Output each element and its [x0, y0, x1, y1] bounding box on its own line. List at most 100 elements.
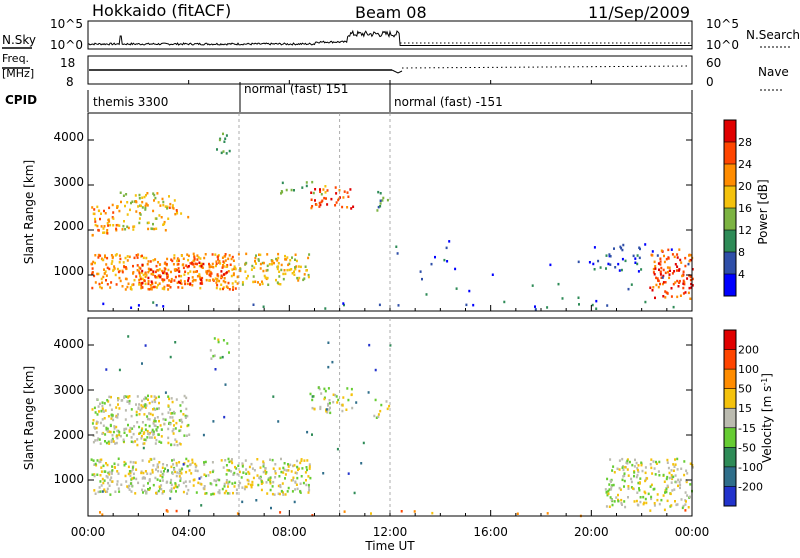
heatmap-cell [129, 474, 132, 478]
heatmap-cell [111, 469, 114, 472]
heatmap-cell [205, 474, 207, 478]
heatmap-cell [687, 291, 690, 295]
heatmap-cell [322, 472, 325, 475]
heatmap-cell [236, 275, 239, 278]
heatmap-cell [200, 262, 203, 266]
heatmap-cell [104, 440, 106, 443]
heatmap-cell [620, 268, 623, 272]
heatmap-cell [148, 269, 151, 272]
heatmap-cell [100, 286, 103, 290]
heatmap-cell [638, 487, 640, 490]
heatmap-cell [103, 402, 106, 405]
heatmap-cell [314, 199, 316, 202]
heatmap-cell [267, 283, 270, 286]
heatmap-cell [176, 471, 179, 474]
heatmap-cell [240, 476, 243, 479]
heatmap-cell [173, 268, 176, 271]
heatmap-cell [301, 467, 304, 470]
heatmap-cell [632, 487, 634, 490]
heatmap-cell [154, 408, 157, 411]
heatmap-cell [191, 461, 194, 464]
heatmap-cell [156, 426, 159, 429]
heatmap-cell [651, 254, 654, 257]
heatmap-cell [135, 210, 138, 213]
heatmap-cell [106, 490, 109, 493]
heatmap-cell [374, 398, 377, 402]
heatmap-cell [289, 259, 292, 262]
heatmap-cell [138, 270, 141, 273]
heatmap-cell [110, 254, 113, 257]
heatmap-cell [160, 487, 163, 491]
heatmap-cell [134, 194, 137, 197]
heatmap-cell [677, 285, 680, 288]
heatmap-cell [99, 480, 102, 483]
heatmap-cell [96, 413, 99, 416]
heatmap-cell [93, 474, 96, 478]
velocity-ylabel: Slant Range [km] [22, 366, 36, 470]
heatmap-cell [126, 255, 129, 258]
heatmap-cell [280, 268, 283, 272]
heatmap-cell [661, 282, 664, 286]
heatmap-cell [143, 438, 146, 441]
heatmap-cell [280, 192, 282, 195]
heatmap-cell [91, 271, 94, 274]
heatmap-cell [115, 435, 118, 438]
heatmap-cell [187, 265, 190, 268]
heatmap-cell [138, 193, 141, 197]
heatmap-cell [350, 207, 353, 210]
heatmap-cell [184, 270, 187, 273]
heatmap-cell [172, 410, 175, 414]
heatmap-cell [106, 427, 109, 431]
heatmap-cell [610, 485, 613, 489]
heatmap-cell [103, 231, 106, 234]
power-colorbar-swatch [724, 142, 736, 165]
heatmap-cell [186, 414, 189, 418]
heatmap-cell [103, 479, 106, 482]
heatmap-cell [311, 433, 313, 436]
heatmap-cell [130, 484, 133, 487]
heatmap-cell [114, 273, 117, 277]
heatmap-cell [605, 491, 608, 494]
power-ytick-3000: 3000 [53, 175, 84, 189]
heatmap-cell [98, 486, 101, 489]
heatmap-cell [284, 477, 286, 480]
heatmap-cell [638, 256, 641, 260]
heatmap-cell [121, 285, 124, 288]
heatmap-cell [245, 468, 248, 471]
heatmap-cell [177, 286, 180, 289]
heatmap-cell [96, 272, 99, 276]
heatmap-cell [650, 495, 653, 499]
heatmap-cell [231, 255, 234, 259]
heatmap-cell [676, 457, 679, 461]
heatmap-cell [174, 427, 177, 430]
heatmap-cell [182, 463, 185, 466]
heatmap-cell [667, 466, 670, 470]
heatmap-cell [613, 500, 616, 503]
heatmap-cell [277, 492, 280, 495]
heatmap-cell [227, 482, 230, 485]
heatmap-cell [627, 487, 630, 490]
heatmap-cell [99, 460, 102, 463]
heatmap-cell [264, 276, 267, 279]
heatmap-cell [325, 410, 328, 413]
heatmap-cell [172, 263, 175, 266]
heatmap-cell [327, 341, 330, 344]
heatmap-cell [254, 280, 257, 283]
heatmap-cell [326, 411, 329, 414]
heatmap-cell [276, 267, 279, 271]
heatmap-cell [148, 412, 151, 415]
heatmap-cell [147, 488, 149, 491]
heatmap-cell [126, 259, 129, 262]
heatmap-cell [620, 247, 623, 250]
heatmap-cell [690, 254, 693, 257]
power-ytick-2000: 2000 [53, 219, 84, 233]
heatmap-cell [105, 475, 108, 478]
heatmap-cell [627, 496, 629, 499]
heatmap-cell [110, 395, 112, 399]
heatmap-cell [125, 193, 128, 196]
heatmap-cell [108, 395, 111, 399]
heatmap-cell [108, 267, 111, 271]
heatmap-cell [200, 483, 203, 486]
heatmap-cell [684, 264, 687, 268]
heatmap-cell [134, 440, 137, 443]
